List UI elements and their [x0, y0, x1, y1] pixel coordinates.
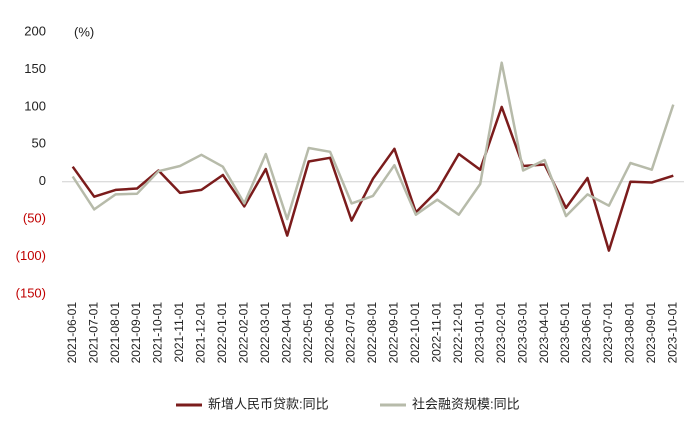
- y-tick-label: (150): [16, 285, 46, 300]
- x-tick-label: 2023-08-01: [623, 302, 637, 364]
- x-tick-label: 2021-11-01: [172, 302, 186, 363]
- y-tick-label: 200: [24, 23, 46, 38]
- x-tick-label: 2023-05-01: [558, 302, 572, 364]
- y-tick-label: 100: [24, 98, 46, 113]
- x-tick-label: 2021-06-01: [65, 302, 79, 364]
- x-tick-label: 2022-01-01: [215, 302, 229, 364]
- x-tick-label: 2023-10-01: [665, 302, 679, 364]
- x-tick-label: 2022-08-01: [365, 302, 379, 364]
- x-tick-label: 2022-09-01: [387, 302, 401, 364]
- x-tick-label: 2023-06-01: [580, 302, 594, 364]
- x-tick-label: 2023-01-01: [472, 302, 486, 364]
- unit-label: (%): [74, 24, 94, 39]
- series-line: [71, 61, 675, 221]
- x-tick-label: 2023-03-01: [515, 302, 529, 364]
- x-tick-label: 2021-12-01: [194, 302, 208, 364]
- legend-label: 社会融资规模:同比: [412, 396, 520, 411]
- x-tick-label: 2022-02-01: [236, 302, 250, 364]
- x-tick-label: 2022-10-01: [408, 302, 422, 364]
- x-tick-label: 2022-12-01: [451, 302, 465, 364]
- x-tick-label: 2021-09-01: [129, 302, 143, 364]
- x-tick-label: 2022-07-01: [344, 302, 358, 364]
- x-tick-label: 2022-05-01: [301, 302, 315, 364]
- legend-label: 新增人民币贷款:同比: [208, 396, 329, 411]
- y-tick-label: (100): [16, 248, 46, 263]
- x-tick-label: 2021-07-01: [86, 302, 100, 364]
- y-tick-label: (50): [23, 211, 46, 226]
- x-tick-label: 2022-11-01: [430, 302, 444, 363]
- x-tick-label: 2022-03-01: [258, 302, 272, 364]
- x-tick-label: 2022-06-01: [322, 302, 336, 364]
- x-tick-label: 2021-10-01: [151, 302, 165, 364]
- x-tick-label: 2022-04-01: [279, 302, 293, 364]
- x-tick-label: 2023-07-01: [601, 302, 615, 364]
- x-tick-label: 2021-08-01: [108, 302, 122, 364]
- x-tick-label: 2023-04-01: [537, 302, 551, 364]
- y-tick-label: 150: [24, 61, 46, 76]
- x-tick-label: 2023-02-01: [494, 302, 508, 364]
- series-line: [71, 105, 674, 252]
- x-tick-label: 2023-09-01: [644, 302, 658, 364]
- y-tick-label: 0: [39, 173, 46, 188]
- y-tick-label: 50: [32, 136, 46, 151]
